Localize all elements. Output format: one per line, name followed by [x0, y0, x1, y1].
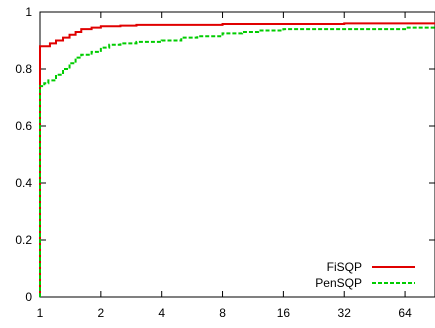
y-tick-label: 0.2 [15, 233, 32, 247]
x-tick-label: 4 [158, 306, 165, 320]
legend-label-fisqp: FiSQP [327, 260, 362, 274]
x-tick-label: 1 [37, 306, 44, 320]
y-tick-label: 1 [25, 5, 32, 19]
series-layer [39, 22, 435, 297]
y-tick-label: 0 [25, 290, 32, 304]
y-tick-label: 0.6 [15, 119, 32, 133]
x-tick-label: 32 [338, 306, 352, 320]
y-tick-label: 0.4 [15, 176, 32, 190]
series-line-fisqp [39, 22, 435, 297]
x-tick-label: 8 [219, 306, 226, 320]
ticks-layer: 1 2 4 8 16 32 64 0 0.2 0.4 0.6 0.8 1 [15, 5, 435, 320]
x-tick-label: 64 [398, 306, 412, 320]
series-line-pensqp [39, 26, 435, 297]
legend-label-pensqp: PenSQP [315, 276, 362, 290]
legend: FiSQP PenSQP [315, 260, 415, 290]
x-tick-label: 16 [277, 306, 291, 320]
y-tick-label: 0.8 [15, 62, 32, 76]
x-tick-label: 2 [98, 306, 105, 320]
plot-frame [39, 11, 435, 298]
